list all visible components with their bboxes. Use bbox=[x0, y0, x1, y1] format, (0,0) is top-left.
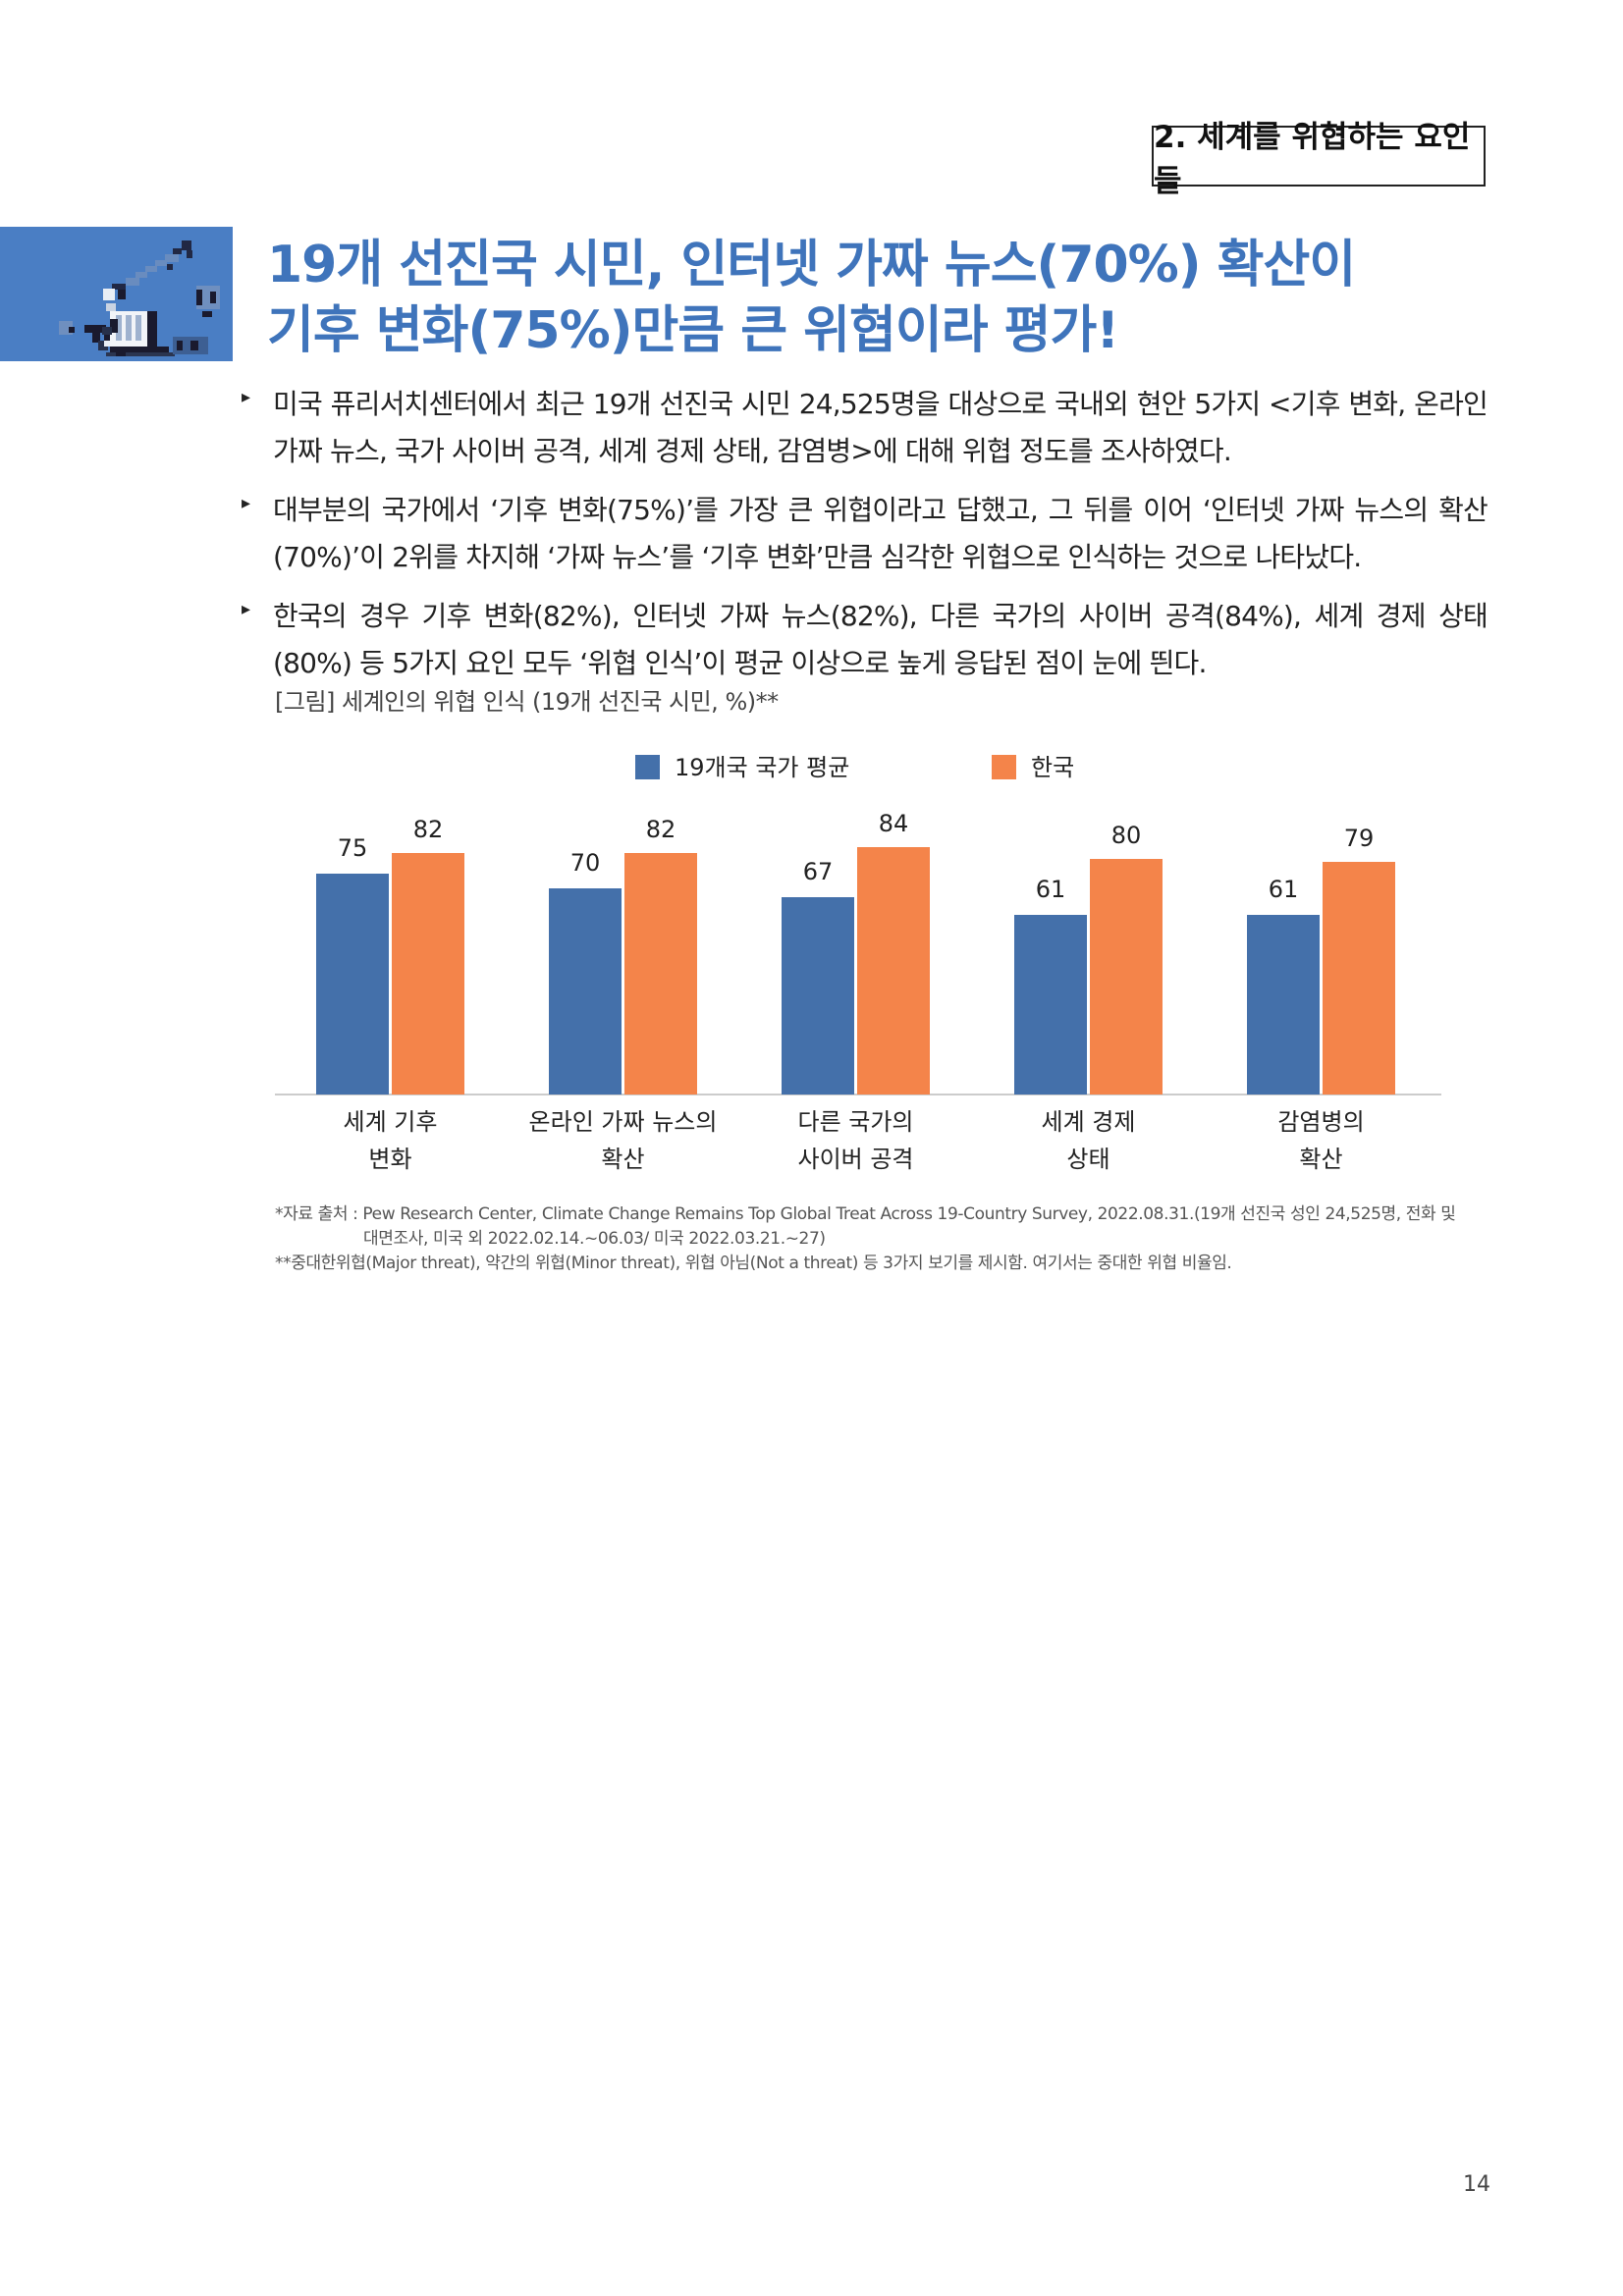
data-label: 75 bbox=[338, 834, 368, 862]
data-label: 84 bbox=[879, 810, 909, 837]
source-note-continued: 대면조사, 미국 외 2022.02.14.~06.03/ 미국 2022.03… bbox=[363, 1229, 826, 1249]
bar bbox=[316, 874, 389, 1095]
legend-swatch bbox=[992, 755, 1016, 779]
data-label: 67 bbox=[803, 858, 834, 885]
footnotes: *자료 출처 : Pew Research Center, Climate Ch… bbox=[275, 1202, 1492, 1276]
bullet-item: ▸ 한국의 경우 기후 변화(82%), 인터넷 가짜 뉴스(82%), 다른 … bbox=[236, 593, 1488, 687]
threat-definition-note: **중대한위협(Major threat), 약간의 위협(Minor thre… bbox=[275, 1254, 1232, 1273]
triangle-bullet-icon: ▸ bbox=[242, 599, 251, 619]
title-line-2: 기후 변화(75%)만큼 큰 위협이라 평가! bbox=[267, 301, 1119, 360]
page-title: 19개 선진국 시민, 인터넷 가짜 뉴스(70%) 확산이 기후 변화(75%… bbox=[267, 233, 1356, 364]
data-label: 79 bbox=[1344, 825, 1375, 852]
data-label: 61 bbox=[1036, 876, 1066, 903]
data-label: 82 bbox=[646, 816, 676, 843]
title-line-1: 19개 선진국 시민, 인터넷 가짜 뉴스(70%) 확산이 bbox=[267, 236, 1356, 294]
bar bbox=[392, 853, 464, 1095]
data-label: 80 bbox=[1111, 822, 1142, 849]
category-label: 상태 bbox=[1066, 1146, 1109, 1173]
section-tag: 2. 세계를 위협하는 요인들 bbox=[1152, 120, 1486, 199]
bullet-text: 대부분의 국가에서 ‘기후 변화(75%)’를 가장 큰 위협이라고 답했고, … bbox=[273, 494, 1488, 573]
bullet-item: ▸ 미국 퓨리서치센터에서 최근 19개 선진국 시민 24,525명을 대상으… bbox=[236, 381, 1488, 475]
legend-swatch bbox=[635, 755, 660, 779]
category-label: 세계 기후 bbox=[344, 1108, 438, 1136]
category-label: 변화 bbox=[368, 1146, 411, 1173]
bar bbox=[1090, 859, 1163, 1095]
bullet-text: 한국의 경우 기후 변화(82%), 인터넷 가짜 뉴스(82%), 다른 국가… bbox=[273, 600, 1488, 679]
data-label: 61 bbox=[1269, 876, 1299, 903]
triangle-bullet-icon: ▸ bbox=[242, 493, 251, 513]
category-label: 감염병의 bbox=[1277, 1108, 1364, 1136]
bar bbox=[1014, 915, 1087, 1095]
legend-label: 19개국 국가 평균 bbox=[675, 754, 849, 781]
category-label: 다른 국가의 bbox=[797, 1108, 913, 1136]
bar bbox=[549, 888, 622, 1095]
data-label: 82 bbox=[413, 816, 444, 843]
page-number: 14 bbox=[1463, 2172, 1490, 2197]
category-label: 확산 bbox=[601, 1146, 644, 1173]
category-label: 세계 경제 bbox=[1042, 1108, 1136, 1136]
bar bbox=[857, 847, 930, 1095]
network-monitor-icon bbox=[59, 240, 220, 356]
bullet-item: ▸ 대부분의 국가에서 ‘기후 변화(75%)’를 가장 큰 위협이라고 답했고… bbox=[236, 487, 1488, 581]
figure-caption: [그림] 세계인의 위협 인식 (19개 선진국 시민, %)** bbox=[275, 688, 779, 716]
bar bbox=[624, 853, 697, 1095]
bullet-list: ▸ 미국 퓨리서치센터에서 최근 19개 선진국 시민 24,525명을 대상으… bbox=[236, 381, 1488, 699]
bar bbox=[782, 897, 854, 1095]
triangle-bullet-icon: ▸ bbox=[242, 387, 251, 407]
category-label: 온라인 가짜 뉴스의 bbox=[529, 1108, 718, 1136]
category-label: 사이버 공격 bbox=[797, 1146, 913, 1173]
legend-label: 한국 bbox=[1031, 754, 1074, 781]
bar bbox=[1323, 862, 1395, 1095]
category-label: 확산 bbox=[1299, 1146, 1342, 1173]
data-label: 70 bbox=[570, 849, 601, 877]
source-note: *자료 출처 : Pew Research Center, Climate Ch… bbox=[275, 1204, 1456, 1224]
bullet-text: 미국 퓨리서치센터에서 최근 19개 선진국 시민 24,525명을 대상으로 … bbox=[273, 388, 1488, 467]
section-banner bbox=[0, 227, 233, 361]
bar bbox=[1247, 915, 1320, 1095]
